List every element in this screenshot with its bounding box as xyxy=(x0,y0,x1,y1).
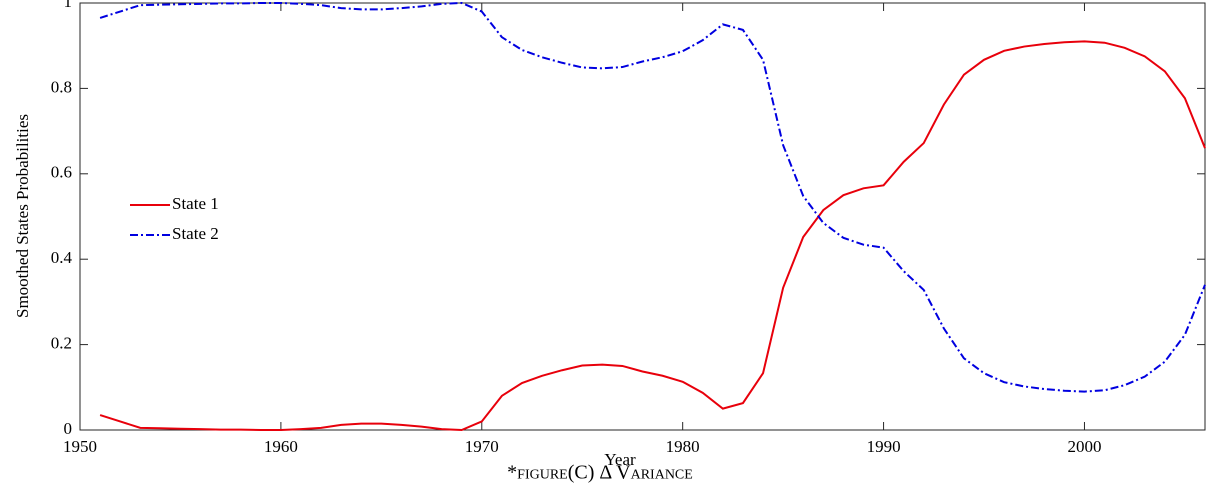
y-tick-label: 0.8 xyxy=(51,77,72,96)
x-tick-label: 2000 xyxy=(1067,437,1101,456)
x-tick-label: 1950 xyxy=(63,437,97,456)
plot-frame xyxy=(79,2,1206,431)
y-tick-label: 0.2 xyxy=(51,334,72,353)
x-tick-label: 1990 xyxy=(867,437,901,456)
caption: *figure(C) Δ Variance xyxy=(507,462,693,484)
y-tick-label: 0.6 xyxy=(51,163,72,182)
x-tick-label: 1980 xyxy=(666,437,700,456)
y-axis-label: Smoothed States Probabilities xyxy=(13,114,32,318)
legend-label: State 1 xyxy=(172,194,219,213)
series-line xyxy=(99,1,1206,393)
y-tick-label: 0 xyxy=(64,419,73,438)
series-line xyxy=(99,40,1206,432)
x-tick-label: 1970 xyxy=(465,437,499,456)
y-tick-label: 0.4 xyxy=(51,248,73,267)
legend-label: State 2 xyxy=(172,224,219,243)
y-tick-label: 1 xyxy=(64,0,73,11)
x-tick-label: 1960 xyxy=(264,437,298,456)
x-axis-label: Year xyxy=(604,450,636,469)
